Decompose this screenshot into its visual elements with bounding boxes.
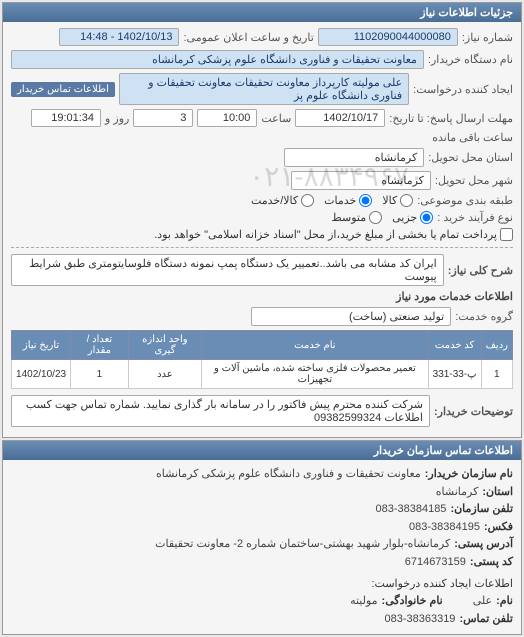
creator-header: اطلاعات ایجاد کننده درخواست: xyxy=(11,576,513,594)
panel-body: شماره نیاز: 1102090044000080 تاریخ و ساع… xyxy=(3,22,521,437)
services-table: ردیف کد خدمت نام خدمت واحد اندازه گیری ت… xyxy=(11,330,513,389)
buyer-org-field: معاونت تحقیقات و فناوری دانشگاه علوم پزش… xyxy=(11,50,424,69)
cell-qty: 1 xyxy=(71,360,129,389)
buyer-org-label: نام دستگاه خریدار: xyxy=(428,53,513,66)
province-field: کرمانشاه xyxy=(284,148,424,167)
org-value: معاونت تحقیقات و فناوری دانشگاه علوم پزش… xyxy=(156,466,421,484)
cell-date: 1402/10/23 xyxy=(12,360,71,389)
subject-group-label: طبقه بندی موضوعی: xyxy=(417,194,513,207)
announce-label: تاریخ و ساعت اعلان عمومی: xyxy=(183,31,313,44)
col-unit: واحد اندازه گیری xyxy=(128,331,201,360)
process-radio-group: جزیی متوسط xyxy=(332,211,434,224)
addr-value: کرمانشاه-بلوار شهید بهشتی-ساختمان شماره … xyxy=(155,536,450,554)
table-row: 1 پ-33-331 تعمیر محصولات فلزی ساخته شده،… xyxy=(12,360,513,389)
addr-label: آدرس پستی: xyxy=(454,536,513,554)
need-number-label: شماره نیاز: xyxy=(462,31,513,44)
request-creator-label: ایجاد کننده درخواست: xyxy=(413,83,513,96)
radio-kalakhad-label: کالا/خدمت xyxy=(251,194,298,207)
radio-kala[interactable]: کالا xyxy=(382,194,413,207)
extra-label: توضیحات خریدار: xyxy=(434,405,513,418)
cell-unit: عدد xyxy=(128,360,201,389)
service-group-label: گروه خدمت: xyxy=(455,310,513,323)
contact-body: نام سازمان خریدار:معاونت تحقیقات و فناور… xyxy=(3,460,521,634)
deadline-label: مهلت ارسال پاسخ: تا تاریخ: xyxy=(389,112,513,125)
contact-link-button[interactable]: اطلاعات تماس خریدار xyxy=(11,82,115,97)
radio-motavaset[interactable]: متوسط xyxy=(332,211,383,224)
col-code: کد خدمت xyxy=(428,331,481,360)
cell-name: تعمیر محصولات فلزی ساخته شده، ماشین آلات… xyxy=(202,360,429,389)
day-label: روز و xyxy=(105,112,129,125)
tel-value: 083-38384185 xyxy=(375,501,446,519)
deadline-date-field: 1402/10/17 xyxy=(295,109,385,127)
service-group-field: تولید صنعتی (ساخت) xyxy=(251,307,451,326)
need-details-panel: جزئیات اطلاعات نیاز شماره نیاز: 11020900… xyxy=(2,2,522,438)
extra-field: شرکت کننده محترم پیش فاکتور را در سامانه… xyxy=(11,395,430,427)
radio-kalakhad[interactable]: کالا/خدمت xyxy=(251,194,314,207)
zip-label: کد پستی: xyxy=(470,554,513,572)
subject-radio-group: کالا خدمات کالا/خدمت xyxy=(251,194,413,207)
process-type-label: نوع فرآیند خرید : xyxy=(437,211,513,224)
cell-row: 1 xyxy=(481,360,512,389)
name-value: علی xyxy=(473,593,492,611)
name-label: نام: xyxy=(496,593,513,611)
ctel-value: 083-38363319 xyxy=(384,611,455,629)
radio-jozi-label: جزیی xyxy=(392,211,417,224)
radio-khadamat-label: خدمات xyxy=(324,194,356,207)
remaining-suffix-label: ساعت باقی مانده xyxy=(432,131,513,144)
radio-khadamat[interactable]: خدمات xyxy=(324,194,372,207)
tel-label: تلفن سازمان: xyxy=(450,501,513,519)
cell-code: پ-33-331 xyxy=(428,360,481,389)
fax-value: 083-38384195 xyxy=(409,519,480,537)
days-remaining-field: 3 xyxy=(133,109,193,127)
need-title-field: ایران کد مشابه می باشد..تعمییر یک دستگاه… xyxy=(11,254,444,286)
col-row: ردیف xyxy=(481,331,512,360)
col-name: نام خدمت xyxy=(202,331,429,360)
hours-remaining-field: 19:01:34 xyxy=(31,109,101,127)
contact-panel: اطلاعات تماس سازمان خریدار نام سازمان خر… xyxy=(2,440,522,635)
lname-label: نام خانوادگی: xyxy=(382,593,443,611)
announce-field: 1402/10/13 - 14:48 xyxy=(59,28,179,46)
col-date: تاریخ نیاز xyxy=(12,331,71,360)
contact-header: اطلاعات تماس سازمان خریدار xyxy=(3,441,521,460)
radio-jozi[interactable]: جزیی xyxy=(392,211,433,224)
panel-header: جزئیات اطلاعات نیاز xyxy=(3,3,521,22)
deadline-time-field: 10:00 xyxy=(197,109,257,127)
fax-label: فکس: xyxy=(484,519,513,537)
province-label: استان محل تحویل: xyxy=(428,151,513,164)
ctel-label: تلفن تماس: xyxy=(459,611,513,629)
col-qty: تعداد / مقدار xyxy=(71,331,129,360)
cprovince-label: استان: xyxy=(482,484,513,502)
lname-value: مولیته xyxy=(350,593,377,611)
org-label: نام سازمان خریدار: xyxy=(425,466,513,484)
pay-note-label: پرداخت تمام یا بخشی از مبلغ خرید،از محل … xyxy=(154,228,497,241)
need-number-field: 1102090044000080 xyxy=(318,28,458,46)
need-title-label: شرح کلی نیاز: xyxy=(448,264,513,277)
city-field: کرمانشاه xyxy=(291,171,431,190)
radio-kala-label: کالا xyxy=(382,194,397,207)
city-label: شهر محل تحویل: xyxy=(435,174,513,187)
request-creator-field: علی مولیته کارپرداز معاونت تحقیقات معاون… xyxy=(119,73,409,105)
pay-checkbox[interactable]: پرداخت تمام یا بخشی از مبلغ خرید،از محل … xyxy=(154,228,513,241)
radio-motavaset-label: متوسط xyxy=(332,211,367,224)
services-header: اطلاعات خدمات مورد نیاز xyxy=(11,290,513,303)
time-label: ساعت xyxy=(261,112,291,125)
zip-value: 6714673159 xyxy=(405,554,466,572)
cprovince-value: کرمانشاه xyxy=(436,484,479,502)
